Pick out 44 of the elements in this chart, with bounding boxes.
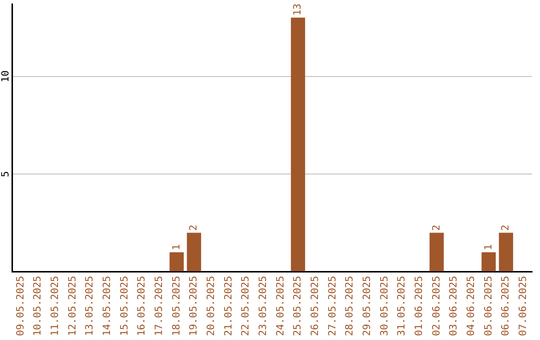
x-tick-label: 11.05.2025 bbox=[50, 276, 61, 336]
x-tick-label: 20.05.2025 bbox=[206, 276, 217, 336]
x-tick-label: 16.05.2025 bbox=[136, 276, 148, 336]
x-tick-label: 12.05.2025 bbox=[67, 276, 78, 336]
x-tick-label: 07.06.2025 bbox=[518, 276, 529, 336]
bar bbox=[186, 232, 202, 272]
y-tick-label: 5 bbox=[0, 171, 12, 178]
x-tick-label: 14.05.2025 bbox=[102, 276, 113, 336]
x-tick-label: 22.05.2025 bbox=[240, 276, 252, 336]
x-tick-label: 09.05.2025 bbox=[15, 276, 26, 336]
x-tick-label: 02.06.2025 bbox=[431, 276, 442, 336]
x-tick-label: 19.05.2025 bbox=[188, 276, 200, 336]
x-tick-label: 13.05.2025 bbox=[84, 276, 96, 336]
data-label: 2 bbox=[188, 224, 200, 231]
x-tick-label: 10.05.2025 bbox=[32, 276, 44, 336]
bar bbox=[290, 18, 306, 272]
x-tick-label: 18.05.2025 bbox=[171, 276, 182, 336]
x-tick-label: 21.05.2025 bbox=[223, 276, 234, 336]
x-tick-label: 15.05.2025 bbox=[119, 276, 130, 336]
x-tick-label: 06.06.2025 bbox=[500, 276, 512, 336]
bar bbox=[498, 232, 514, 272]
x-tick-label: 04.06.2025 bbox=[466, 276, 477, 336]
bar bbox=[430, 232, 444, 272]
data-label: 1 bbox=[483, 244, 494, 250]
x-tick-label: 23.05.2025 bbox=[258, 276, 269, 336]
x-tick-label: 30.05.2025 bbox=[379, 276, 390, 336]
x-tick-label: 03.06.2025 bbox=[448, 276, 460, 336]
bar bbox=[482, 252, 496, 272]
data-label: 2 bbox=[431, 224, 442, 231]
x-tick-label: 28.05.2025 bbox=[344, 276, 356, 336]
x-tick-label: 01.06.2025 bbox=[414, 276, 425, 336]
x-tick-label: 29.05.2025 bbox=[362, 276, 373, 336]
data-label: 1 bbox=[171, 244, 182, 250]
data-label: 13 bbox=[292, 4, 304, 16]
x-tick-label: 26.05.2025 bbox=[310, 276, 321, 336]
x-tick-label: 25.05.2025 bbox=[292, 276, 304, 336]
x-tick-label: 17.05.2025 bbox=[154, 276, 165, 336]
y-tick-label: 10 bbox=[0, 70, 12, 82]
data-label: 2 bbox=[500, 224, 512, 231]
bar bbox=[170, 252, 184, 272]
x-tick-label: 31.05.2025 bbox=[396, 276, 408, 336]
x-tick-label: 24.05.2025 bbox=[275, 276, 286, 336]
x-tick-label: 27.05.2025 bbox=[327, 276, 338, 336]
x-tick-label: 05.06.2025 bbox=[483, 276, 494, 336]
